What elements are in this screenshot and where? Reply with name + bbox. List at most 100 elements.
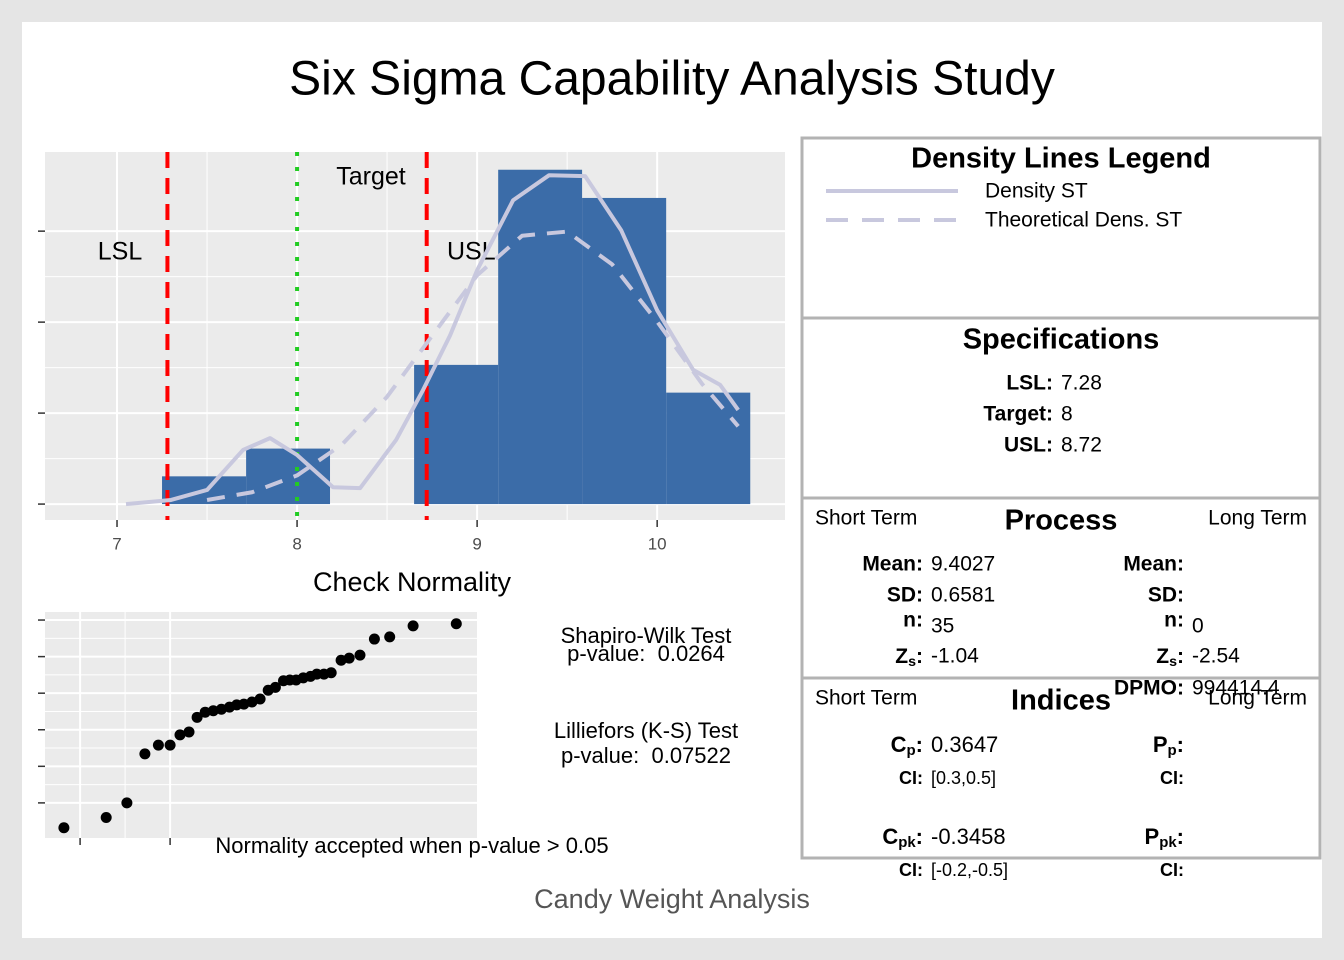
qq-point: [139, 748, 151, 760]
label-main: P: [1153, 732, 1168, 757]
stat-value: 994414.4: [1192, 677, 1280, 700]
qq-point: [254, 693, 266, 705]
reference-label: LSL: [98, 238, 143, 266]
test-p-value: p-value: 0.07522: [561, 743, 731, 768]
long-term-label: Long Term: [1208, 507, 1307, 530]
qq-point: [207, 705, 219, 717]
qq-point: [164, 739, 176, 751]
ci-label: CI:: [899, 860, 923, 880]
short-term-label: Short Term: [815, 687, 917, 710]
spec-label: LSL:: [1006, 372, 1053, 395]
ci-label: CI:: [1160, 860, 1184, 880]
qq-point: [183, 726, 195, 738]
qq-point: [450, 618, 462, 630]
label-main: Z: [1156, 645, 1169, 668]
histogram-bar: [246, 448, 331, 505]
label-sub: s: [908, 654, 916, 670]
legend-title: Density Lines Legend: [911, 143, 1211, 175]
qq-point: [121, 797, 133, 809]
stat-label: Zs:: [895, 645, 923, 670]
stat-label: Cpk:: [882, 824, 923, 851]
stat-label: n:: [1164, 609, 1184, 632]
qq-point: [269, 681, 281, 693]
stat-label: Ppk:: [1145, 824, 1184, 851]
qq-point: [174, 729, 186, 741]
density-line: [125, 173, 740, 507]
x-tick-label: 9: [472, 534, 481, 553]
qq-point: [325, 667, 337, 679]
qq-point: [368, 633, 380, 645]
histogram-bar: [666, 392, 751, 505]
process-title: Process: [1005, 505, 1118, 537]
report-title: Six Sigma Capability Analysis Study: [289, 53, 1055, 106]
stat-value: 0.6581: [931, 584, 995, 607]
label-colon: :: [1177, 824, 1184, 849]
stat-label: SD:: [887, 584, 923, 607]
stat-value: 0: [1192, 615, 1204, 638]
ci-value: [0.3,0.5]: [931, 768, 996, 788]
label-main: C: [882, 824, 898, 849]
label-colon: :: [1177, 645, 1184, 668]
label-colon: :: [1177, 732, 1184, 757]
label-sub: pk: [898, 834, 916, 851]
stat-label: Mean:: [862, 553, 923, 576]
long-term-label: Long Term: [1208, 687, 1307, 710]
legend-label: Theoretical Dens. ST: [985, 209, 1182, 232]
stat-label: Mean:: [1123, 553, 1184, 576]
spec-label: USL:: [1004, 434, 1053, 457]
qq-point: [407, 620, 419, 632]
spec-value: 8: [1061, 403, 1073, 426]
stat-label: SD:: [1148, 584, 1184, 607]
stat-value: 9.4027: [931, 553, 995, 576]
indices-box: [800, 676, 1322, 860]
test-p-value: p-value: 0.0264: [567, 641, 725, 666]
qq-point: [58, 822, 70, 834]
qq-point: [384, 631, 396, 643]
label-sub: pk: [1159, 834, 1177, 851]
qq-title: Check Normality: [313, 567, 512, 597]
qq-point: [199, 706, 211, 718]
qq-point: [354, 649, 366, 661]
label-sub: p: [907, 742, 916, 759]
spec-value: 8.72: [1061, 434, 1102, 457]
label-main: Z: [895, 645, 908, 668]
report-footer: Candy Weight Analysis: [534, 884, 810, 914]
label-sub: p: [1168, 742, 1177, 759]
histogram-bar: [498, 169, 583, 505]
label-colon: :: [916, 732, 923, 757]
spec-label: Target:: [983, 403, 1053, 426]
stat-value: -2.54: [1192, 645, 1240, 668]
reference-label: Target: [336, 163, 406, 191]
test-name: Shapiro-Wilk Test: [561, 623, 732, 648]
specifications-title: Specifications: [963, 324, 1160, 356]
legend-label: Density ST: [985, 180, 1088, 203]
x-tick-label: 10: [648, 534, 667, 553]
ci-label: CI:: [899, 768, 923, 788]
label-colon: :: [916, 645, 923, 668]
short-term-label: Short Term: [815, 507, 917, 530]
ci-value: [-0.2,-0.5]: [931, 860, 1008, 880]
stat-label: Pp:: [1153, 732, 1184, 759]
ci-label: CI:: [1160, 768, 1184, 788]
stat-value: 35: [931, 615, 954, 638]
qq-point: [191, 711, 203, 723]
stat-value: -1.04: [931, 645, 979, 668]
label-main: P: [1145, 824, 1160, 849]
density-line: [206, 229, 740, 502]
stat-value: 0.3647: [931, 732, 998, 757]
x-tick-label: 7: [112, 534, 121, 553]
qq-point: [100, 812, 112, 824]
label-colon: :: [916, 824, 923, 849]
qq-point: [152, 739, 164, 751]
stat-label: DPMO:: [1114, 677, 1184, 700]
qq-panel: [45, 612, 477, 838]
histogram-bar: [582, 197, 667, 505]
normality-note: Normality accepted when p-value > 0.05: [215, 833, 608, 858]
spec-value: 7.28: [1061, 372, 1102, 395]
stat-value: -0.3458: [931, 824, 1006, 849]
stat-label: Zs:: [1156, 645, 1184, 670]
qq-point: [343, 652, 355, 664]
stat-label: Cp:: [891, 732, 923, 759]
